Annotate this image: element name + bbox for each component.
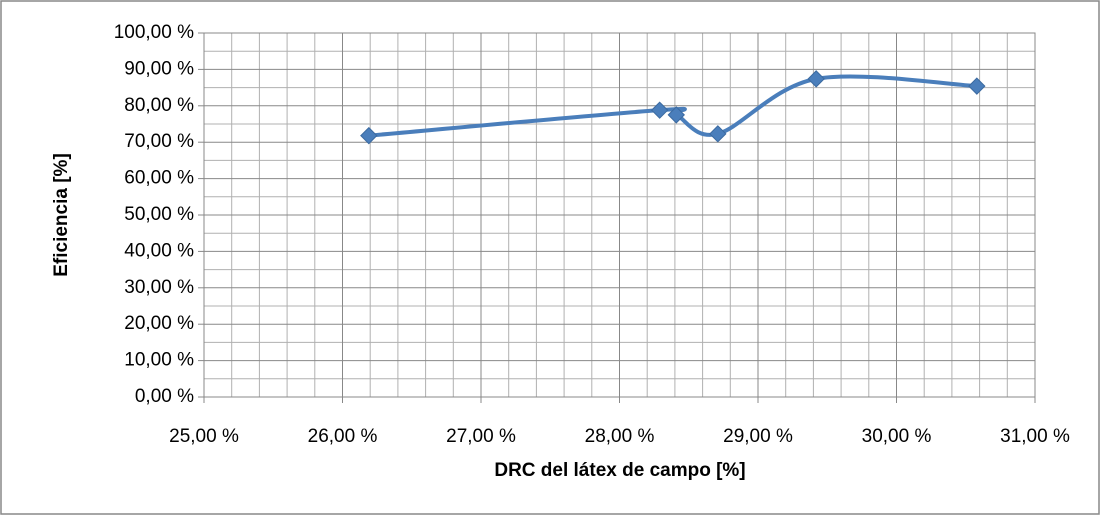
y-tick-label: 10,00 % [124,350,194,371]
x-tick-label: 26,00 % [308,426,378,447]
x-axis-title: DRC del látex de campo [%] [494,460,745,481]
plot-border [203,32,1036,398]
y-tick-label: 80,00 % [124,95,194,116]
y-tick-label: 50,00 % [124,204,194,225]
y-tick-label: 40,00 % [124,240,194,261]
y-tick-label: 60,00 % [124,168,194,189]
marker [968,77,986,95]
marker [807,70,825,88]
marker [650,101,669,119]
x-tick-label: 30,00 % [862,426,932,447]
x-tick-label: 31,00 % [1000,426,1070,447]
x-tick-label: 25,00 % [169,426,239,447]
y-axis-title: Eficiencia [%] [51,153,72,277]
y-tick-label: 70,00 % [124,131,194,152]
marker [709,125,727,143]
y-tick-label: 0,00 % [135,386,194,407]
marker [667,106,685,124]
y-tick-label: 100,00 % [114,22,194,43]
y-tick-label: 30,00 % [124,277,194,298]
x-tick-label: 27,00 % [446,426,516,447]
x-tick-label: 29,00 % [723,426,793,447]
y-tick-label: 20,00 % [124,313,194,334]
series-line [368,74,977,138]
x-tick-label: 28,00 % [585,426,655,447]
marker [360,126,378,145]
y-tick-label: 90,00 % [124,58,194,79]
